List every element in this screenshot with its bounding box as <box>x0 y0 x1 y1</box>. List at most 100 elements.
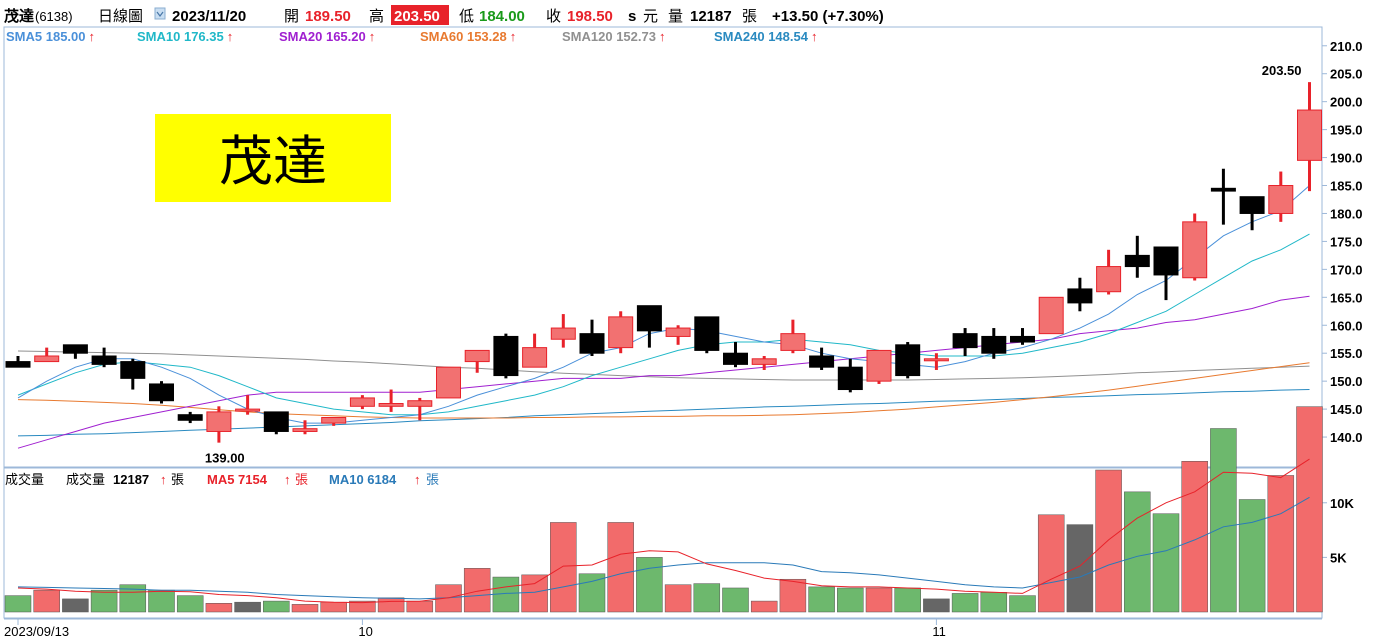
candle <box>895 342 921 379</box>
candle <box>91 347 117 368</box>
volume-bar <box>550 522 577 613</box>
volume-bar <box>377 597 405 613</box>
stock-name: 茂達 <box>4 7 34 25</box>
price-tick-label: 175.0 <box>1330 234 1363 249</box>
ma5-legend-arrow: ↑ <box>284 472 291 487</box>
candle-body <box>780 333 806 351</box>
candle <box>1210 168 1236 225</box>
candle-body <box>436 366 461 399</box>
volume-legend: 成交量 成交量 12187 ↑ 張 MA5 7154 ↑ 張 MA10 6184… <box>5 472 439 487</box>
vol_ma10-line <box>17 496 1310 600</box>
price-tick-label: 180.0 <box>1330 206 1363 221</box>
candle <box>751 356 777 370</box>
candle <box>292 420 318 435</box>
chevron-down-icon <box>156 11 164 17</box>
volume-tick-label: 10K <box>1330 496 1354 511</box>
volume-bar <box>291 604 319 613</box>
volume-tick-label: 5K <box>1330 550 1347 565</box>
volume-legend-unit: 張 <box>171 472 184 487</box>
candle <box>866 349 892 384</box>
volume-bar <box>779 578 807 613</box>
candle-body <box>923 358 949 362</box>
chart-type-label: 日線圖 <box>98 8 143 25</box>
volume-bar <box>406 600 434 613</box>
stock-name-box <box>155 114 391 202</box>
volume-legend-value: 12187 <box>113 472 149 487</box>
high-value-badge <box>391 5 449 25</box>
candle <box>5 356 31 368</box>
volume-bar <box>980 592 1008 613</box>
candle-body <box>235 408 261 412</box>
low-label: 低 <box>459 8 474 25</box>
volume-bar <box>263 600 290 613</box>
candle <box>1239 196 1265 231</box>
candle-body <box>1067 288 1093 304</box>
candle-body <box>579 333 605 354</box>
candle <box>62 344 88 359</box>
volume-bar <box>664 584 692 613</box>
moving-average-lines <box>17 185 1310 449</box>
volume-bar <box>1296 406 1323 613</box>
stock-code: (6138) <box>35 9 73 24</box>
candle-body <box>751 358 777 365</box>
candle <box>1010 328 1035 345</box>
volume-legend-arrow: ↑ <box>160 472 167 487</box>
candle <box>1297 82 1322 192</box>
sma240-line <box>17 389 1310 437</box>
volume-bar <box>1238 499 1266 613</box>
volume-bar <box>349 600 376 613</box>
candle <box>723 342 748 368</box>
volume-label: 量 <box>668 8 683 25</box>
unit-label: 元 <box>643 8 658 25</box>
volume-bar <box>750 600 778 613</box>
ma10-legend-label: MA10 6184 <box>329 472 397 487</box>
sma-legend-arrow: ↑ <box>227 29 234 44</box>
candle-body <box>321 416 347 424</box>
volume-bar <box>1066 524 1094 613</box>
sma-legend: SMA5 185.00 ↑ SMA10 176.35 ↑ SMA20 165.20 ↑ SM… <box>6 29 817 44</box>
volume-bar <box>722 587 749 613</box>
volume-bar <box>951 593 979 613</box>
candle <box>149 381 174 404</box>
candle-body <box>1297 109 1322 161</box>
dropdown-icon[interactable] <box>154 7 166 20</box>
volume-bar <box>1009 595 1036 613</box>
header-bar: 茂達 (6138) 日線圖 2023/11/20 開 189.50 高 203.… <box>4 5 884 25</box>
sma-legend-item: SMA5 185.00 <box>6 29 86 44</box>
price-tick-label: 190.0 <box>1330 151 1363 166</box>
price-annotation: 139.00 <box>205 451 245 466</box>
volume-bar <box>1152 513 1180 613</box>
change-value: +13.50 (+7.30%) <box>772 8 884 25</box>
volume-bar <box>1267 475 1295 613</box>
candle <box>493 333 519 379</box>
price-tick-label: 185.0 <box>1330 179 1363 194</box>
vol_ma5-line <box>17 458 1310 604</box>
candle-body <box>1124 254 1150 268</box>
volume-bar <box>176 595 204 613</box>
volume-unit: 張 <box>742 8 757 25</box>
price-tick-label: 195.0 <box>1330 123 1363 138</box>
candle-body <box>866 349 892 382</box>
volume-bar <box>1095 469 1122 613</box>
volume-bar <box>4 595 32 613</box>
candle-body <box>723 352 748 365</box>
candle-body <box>1038 296 1064 335</box>
open-label: 開 <box>284 8 299 25</box>
sma20-line <box>17 295 1310 449</box>
sma-legend-arrow: ↑ <box>369 29 376 44</box>
candle-body <box>34 355 60 363</box>
date-value: 2023/11/20 <box>172 8 246 25</box>
x-tick-label: 10 <box>358 624 372 639</box>
volume-legend-label: 成交量 <box>66 472 105 487</box>
candle-body <box>91 355 117 365</box>
ma5-legend-unit: 張 <box>295 472 308 487</box>
unit-s: s <box>628 8 636 25</box>
ma10-legend-unit: 張 <box>426 472 439 487</box>
volume-bar <box>1037 514 1065 613</box>
stock-name-box-label: 茂達 <box>219 132 327 192</box>
candle-body <box>177 414 203 421</box>
candle <box>1096 249 1122 295</box>
close-label: 收 <box>546 8 561 25</box>
ma5-legend-label: MA5 7154 <box>207 472 268 487</box>
candle <box>34 347 60 363</box>
